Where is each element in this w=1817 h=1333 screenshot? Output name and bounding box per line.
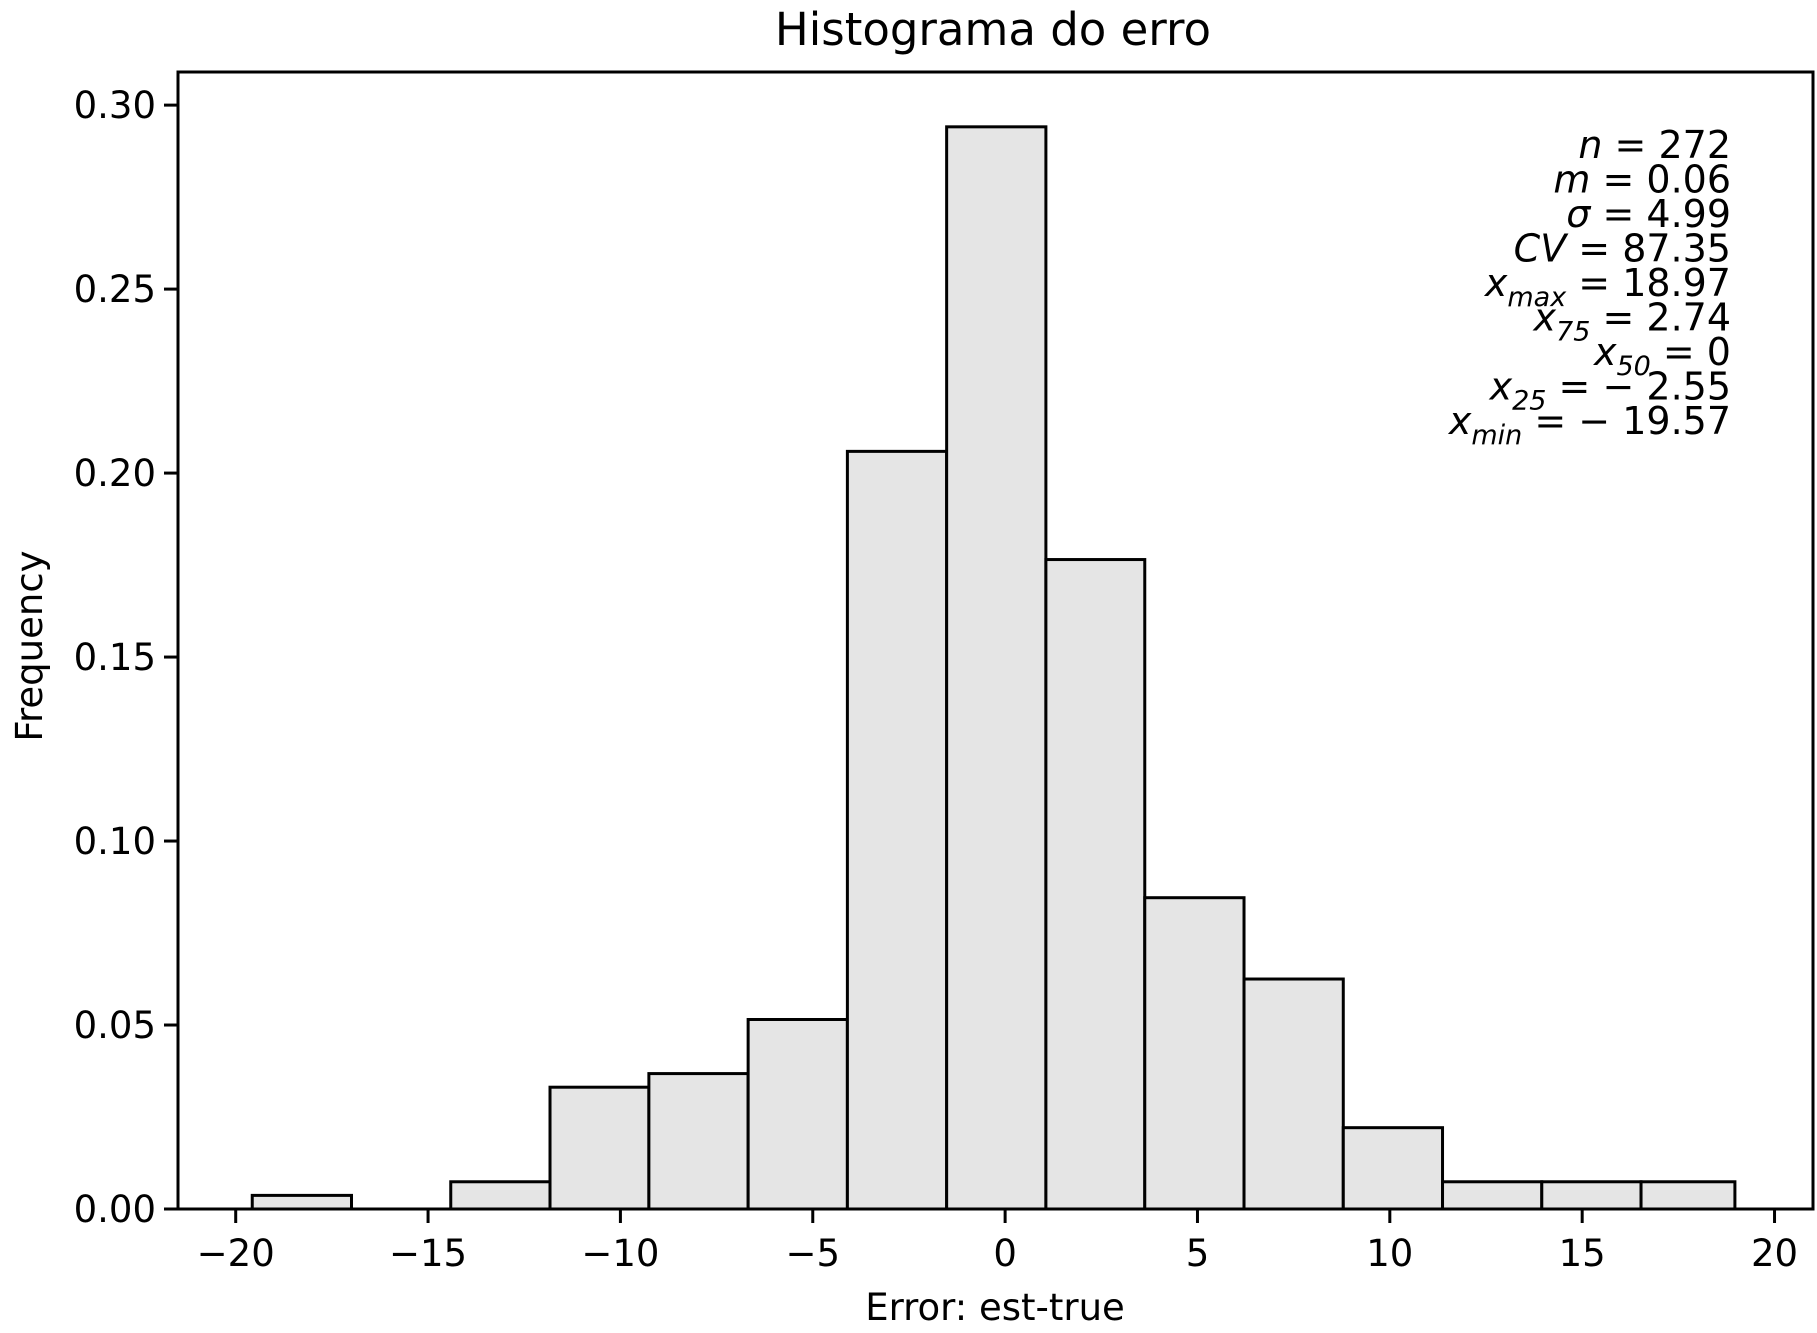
- stat-value: = 2.74: [1590, 296, 1731, 340]
- x-tick-label: −5: [785, 1232, 840, 1275]
- stat-symbol: x: [1484, 261, 1508, 305]
- x-axis-title: Error: est-true: [865, 1286, 1125, 1329]
- histogram-bar: [647, 1072, 750, 1211]
- plot-frame: [176, 70, 1815, 1211]
- stat-value: = 272: [1602, 123, 1731, 167]
- stat-line: x25 = − 2.55: [1489, 365, 1731, 417]
- stat-subscript: 75: [1556, 317, 1590, 348]
- x-tick-label: 20: [1751, 1232, 1798, 1275]
- bars-layer: [250, 125, 1737, 1211]
- y-axis-title: Frequency: [8, 550, 51, 741]
- stat-line: x50 = 0: [1593, 330, 1731, 382]
- stat-line: xmin = − 19.57: [1448, 399, 1731, 451]
- stat-line: σ = 4.99: [1566, 192, 1731, 236]
- y-tick-label: 0.05: [74, 1004, 156, 1047]
- histogram-bar: [945, 125, 1048, 1211]
- x-tick-label: 15: [1559, 1232, 1606, 1275]
- stat-line: x75 = 2.74: [1533, 296, 1731, 348]
- stat-symbol: x: [1593, 330, 1617, 374]
- histogram-bar: [1341, 1126, 1445, 1211]
- y-tick-label: 0.20: [74, 452, 156, 495]
- stat-value: = 87.35: [1566, 227, 1731, 271]
- stat-line: n = 272: [1578, 123, 1731, 167]
- histogram-bar: [449, 1180, 552, 1211]
- histogram-bar: [1441, 1180, 1544, 1211]
- stat-value: = 0.06: [1590, 158, 1731, 202]
- x-tick-label: 10: [1366, 1232, 1413, 1275]
- histogram-bar: [548, 1085, 651, 1211]
- y-axis-ticks: 0.00 0.05 0.10 0.15 0.20 0.25 0.30: [74, 84, 178, 1231]
- stat-value: = 0: [1651, 330, 1731, 374]
- stat-value: = 4.99: [1590, 192, 1731, 236]
- stat-symbol: x: [1489, 365, 1513, 409]
- stat-symbol: m: [1553, 158, 1590, 202]
- x-tick-label: 0: [993, 1232, 1017, 1275]
- y-tick-label: 0.25: [74, 268, 156, 311]
- histogram-bar: [250, 1193, 354, 1211]
- histogram-bar: [1044, 558, 1147, 1211]
- x-tick-label: 5: [1186, 1232, 1210, 1275]
- x-axis-ticks: −20 −15 −10 −5 0 5 10 15 20: [197, 1209, 1798, 1275]
- histogram-bar: [1540, 1180, 1643, 1211]
- stat-line: m = 0.06: [1553, 158, 1731, 202]
- stat-symbol: CV: [1514, 227, 1570, 271]
- histogram-bar: [1639, 1180, 1737, 1211]
- stat-symbol: x: [1448, 399, 1472, 443]
- x-tick-label: −15: [389, 1232, 467, 1275]
- stat-symbol: σ: [1566, 192, 1592, 236]
- x-tick-label: −10: [581, 1232, 659, 1275]
- chart-title: Histograma do erro: [775, 3, 1211, 56]
- stat-value: = − 2.55: [1546, 365, 1731, 409]
- stat-subscript: max: [1507, 282, 1567, 313]
- stat-line: xmax = 18.97: [1484, 261, 1731, 313]
- stat-subscript: min: [1471, 420, 1522, 451]
- y-tick-label: 0.00: [74, 1188, 156, 1231]
- stat-subscript: 50: [1616, 351, 1650, 382]
- histogram-bar: [845, 449, 949, 1211]
- stat-value: = 18.97: [1566, 261, 1731, 305]
- stat-line: CV = 87.35: [1514, 227, 1731, 271]
- histogram-bar: [1143, 896, 1246, 1211]
- stat-subscript: 25: [1512, 386, 1546, 417]
- y-tick-label: 0.30: [74, 84, 156, 127]
- stat-symbol: n: [1578, 123, 1602, 167]
- stat-value: = − 19.57: [1522, 399, 1731, 443]
- y-tick-label: 0.10: [74, 820, 156, 863]
- histogram-bar: [746, 1018, 849, 1211]
- x-tick-label: −20: [197, 1232, 275, 1275]
- y-tick-label: 0.15: [74, 636, 156, 679]
- stat-symbol: x: [1533, 296, 1557, 340]
- histogram-bar: [1242, 977, 1345, 1211]
